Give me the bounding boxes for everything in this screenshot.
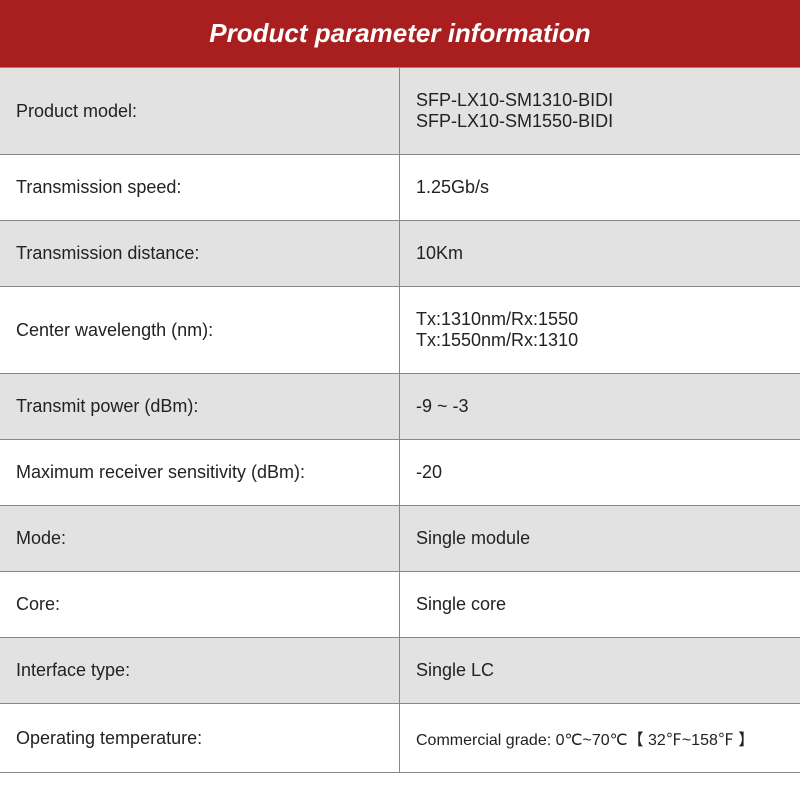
- row-label: Interface type:: [0, 638, 400, 703]
- row-label: Mode:: [0, 506, 400, 571]
- row-label: Center wavelength (nm):: [0, 287, 400, 373]
- row-value: 1.25Gb/s: [400, 155, 800, 220]
- row-value: -9 ~ -3: [400, 374, 800, 439]
- row-label: Product model:: [0, 68, 400, 154]
- row-value: Single LC: [400, 638, 800, 703]
- row-value: Tx:1310nm/Rx:1550 Tx:1550nm/Rx:1310: [400, 287, 800, 373]
- row-value: Single core: [400, 572, 800, 637]
- table-row: Transmission distance:10Km: [0, 221, 800, 287]
- table-row: Transmission speed:1.25Gb/s: [0, 155, 800, 221]
- row-label: Core:: [0, 572, 400, 637]
- table-row: Mode:Single module: [0, 506, 800, 572]
- table-body: Product model:SFP-LX10-SM1310-BIDI SFP-L…: [0, 68, 800, 773]
- table-title: Product parameter information: [0, 0, 800, 68]
- row-value: SFP-LX10-SM1310-BIDI SFP-LX10-SM1550-BID…: [400, 68, 800, 154]
- table-row: Maximum receiver sensitivity (dBm):-20: [0, 440, 800, 506]
- row-label: Transmission speed:: [0, 155, 400, 220]
- row-value: 10Km: [400, 221, 800, 286]
- table-row: Operating temperature:Commercial grade: …: [0, 704, 800, 773]
- row-label: Operating temperature:: [0, 704, 400, 772]
- row-value: -20: [400, 440, 800, 505]
- table-row: Transmit power (dBm):-9 ~ -3: [0, 374, 800, 440]
- row-label: Transmit power (dBm):: [0, 374, 400, 439]
- table-row: Core:Single core: [0, 572, 800, 638]
- table-row: Interface type:Single LC: [0, 638, 800, 704]
- row-value: Commercial grade: 0℃~70℃【 32℉~158℉ 】: [400, 704, 800, 772]
- row-label: Transmission distance:: [0, 221, 400, 286]
- row-value: Single module: [400, 506, 800, 571]
- row-label: Maximum receiver sensitivity (dBm):: [0, 440, 400, 505]
- table-row: Center wavelength (nm):Tx:1310nm/Rx:1550…: [0, 287, 800, 374]
- product-spec-table: Product parameter information Product mo…: [0, 0, 800, 800]
- table-row: Product model:SFP-LX10-SM1310-BIDI SFP-L…: [0, 68, 800, 155]
